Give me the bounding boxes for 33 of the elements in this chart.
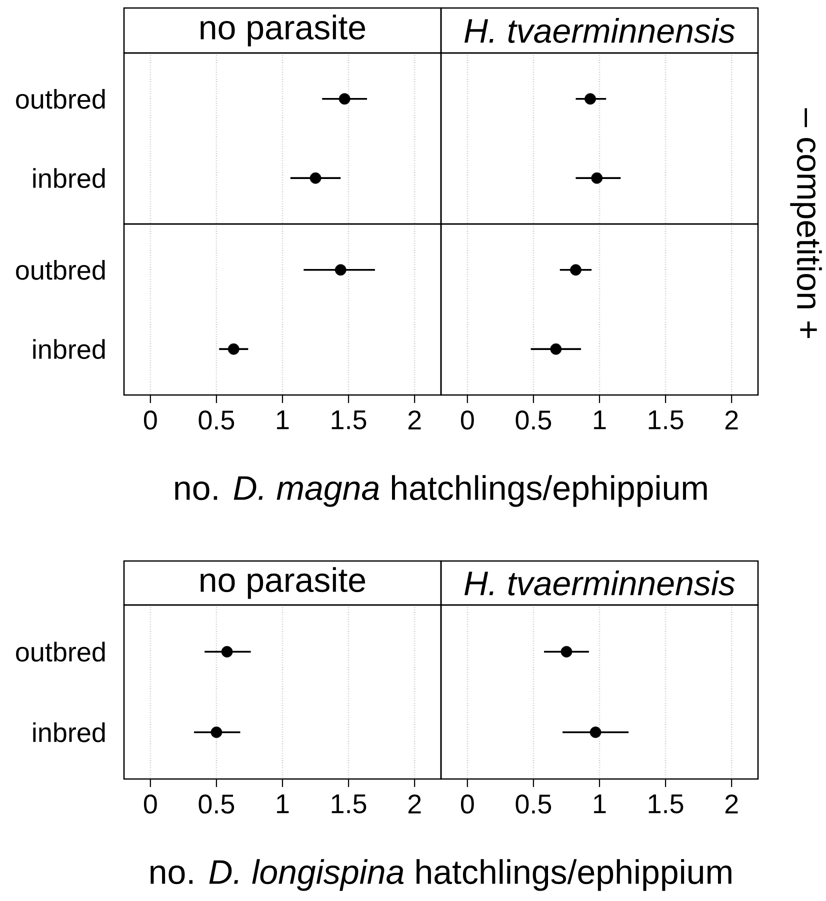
x-tick-label: 1 — [594, 794, 606, 814]
x-tick-label: 2 — [408, 794, 421, 814]
y2-axis-title: – competition + — [790, 108, 822, 338]
x-tick-label: 2 — [408, 410, 421, 430]
chart-title: no parasite — [200, 567, 366, 599]
y-tick-label: inbred — [33, 339, 105, 359]
x-tick-label: 0 — [144, 794, 157, 814]
chart-title: H. tvaerminnensis — [464, 570, 735, 596]
y-tick-label: outbred — [16, 642, 105, 662]
x-tick-label: 2 — [725, 410, 738, 430]
x-tick-label: 0.5 — [198, 794, 234, 814]
chart-title: H. tvaerminnensis — [464, 18, 735, 43]
x-tick-label: 1.5 — [332, 410, 366, 430]
y-tick-label: inbred — [33, 168, 105, 188]
x-tick-label: 1.5 — [332, 794, 366, 814]
x-tick-label: 0 — [460, 410, 474, 430]
x-tick-label: 0.5 — [198, 410, 234, 430]
x-tick-label: 0.5 — [516, 410, 552, 430]
x-tick-label: 1.5 — [648, 794, 684, 814]
x-tick-label: 1 — [594, 410, 606, 430]
y-tick-label: inbred — [33, 722, 105, 742]
chart-title: no parasite — [200, 14, 366, 46]
y-tick-label: outbred — [16, 260, 105, 280]
x-tick-label: 2 — [725, 794, 738, 814]
x-tick-label: 0 — [144, 410, 157, 430]
x-tick-label: 1.5 — [648, 410, 684, 430]
y-tick-label: outbred — [16, 88, 105, 109]
x-tick-label: 0.5 — [516, 794, 552, 814]
x-tick-label: 0 — [460, 794, 474, 814]
x-tick-label: 1 — [277, 794, 289, 814]
x-tick-label: 1 — [277, 410, 289, 430]
x-axis-title: no. D. longispina hatchlings/ephippium — [150, 859, 732, 891]
x-axis-title: no. D. magna hatchlings/ephippium — [175, 475, 707, 507]
